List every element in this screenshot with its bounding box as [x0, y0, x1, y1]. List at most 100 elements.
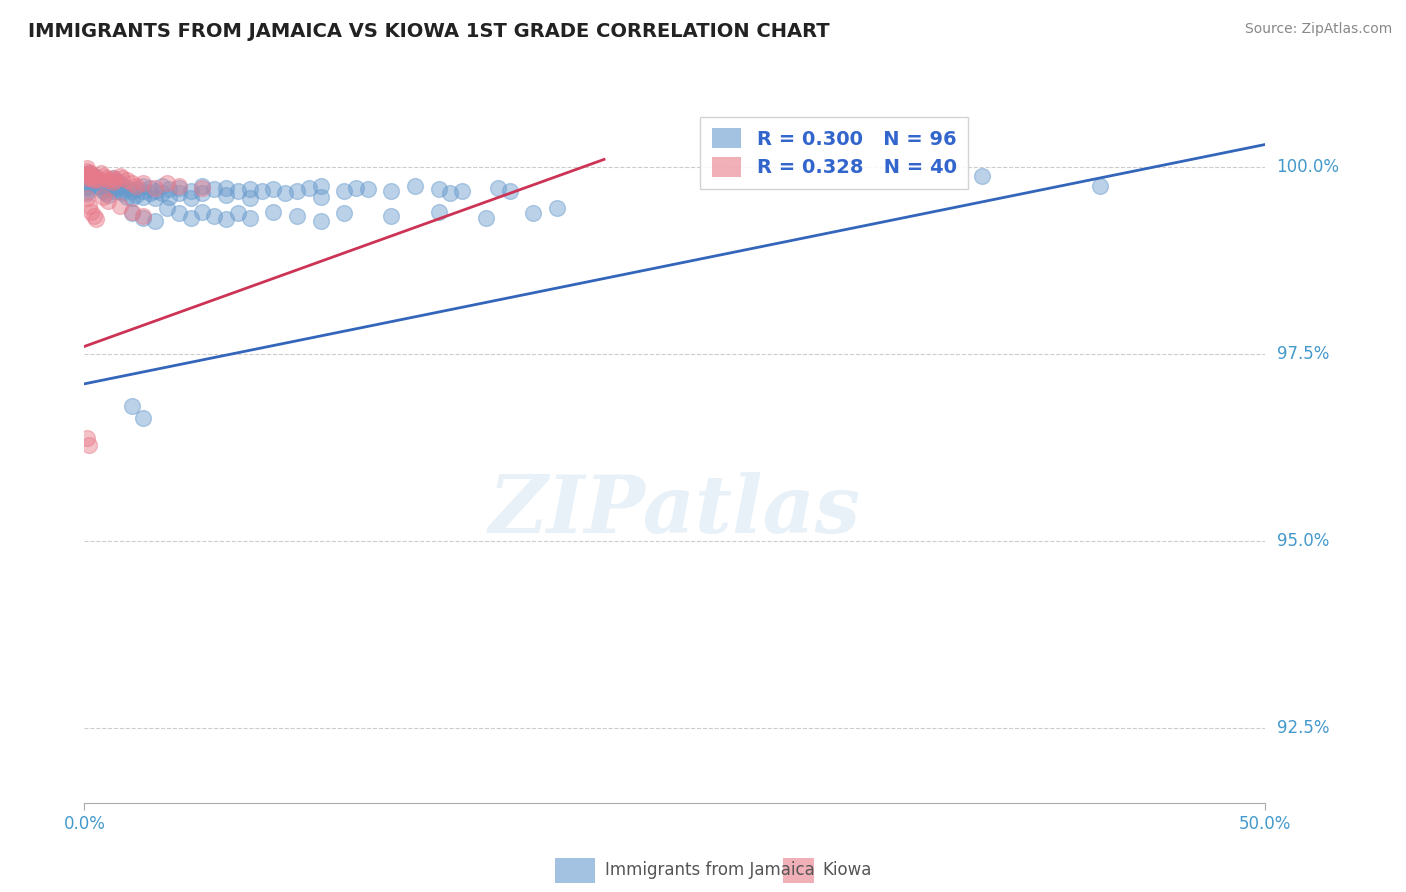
Point [84, 177, 107, 191]
Point [970, 169, 993, 183]
Point [125, 188, 148, 202]
Point [143, 181, 166, 195]
Point [87, 173, 110, 187]
Point [76, 184, 98, 198]
Point [87, 178, 110, 193]
Point [215, 212, 238, 227]
Point [132, 178, 155, 193]
Point [125, 182, 148, 196]
Point [76, 171, 98, 186]
Point [76, 167, 98, 181]
Point [139, 186, 162, 200]
Point [76, 161, 98, 176]
Point [101, 171, 124, 186]
Point [97, 194, 120, 208]
Point [107, 175, 129, 189]
Point [83, 173, 105, 187]
Point [180, 211, 202, 225]
Point [150, 178, 173, 193]
Point [80, 175, 103, 189]
Point [104, 178, 127, 193]
Point [76, 173, 98, 187]
Point [262, 182, 284, 196]
Point [344, 181, 367, 195]
Point [285, 184, 308, 198]
Point [427, 204, 450, 219]
Point [239, 182, 262, 196]
Point [91, 177, 114, 191]
Point [77, 169, 100, 183]
Point [80, 171, 103, 186]
Point [111, 186, 134, 200]
Point [451, 184, 474, 198]
Point [121, 204, 143, 219]
Point [90, 175, 112, 189]
Point [108, 169, 131, 183]
Point [262, 204, 284, 219]
Point [77, 175, 100, 189]
Point [76, 191, 98, 205]
Point [125, 178, 148, 193]
Point [115, 190, 138, 204]
Point [121, 191, 143, 205]
Point [80, 204, 103, 219]
Point [167, 206, 190, 220]
Point [132, 211, 155, 225]
Point [132, 177, 155, 191]
Point [115, 181, 138, 195]
Text: 100.0%: 100.0% [1277, 158, 1340, 176]
Text: 95.0%: 95.0% [1277, 532, 1329, 550]
Point [97, 173, 120, 187]
Point [202, 209, 225, 223]
Point [83, 173, 105, 187]
Point [101, 181, 124, 195]
Point [139, 181, 162, 195]
Point [84, 212, 107, 227]
Point [115, 173, 138, 187]
Point [87, 173, 110, 187]
Text: Immigrants from Jamaica: Immigrants from Jamaica [605, 861, 814, 879]
Point [101, 175, 124, 189]
Point [111, 178, 134, 193]
Point [274, 186, 297, 200]
Point [104, 184, 127, 198]
Point [80, 167, 103, 181]
Point [191, 204, 214, 219]
Point [380, 209, 402, 223]
Legend: R = 0.300   N = 96, R = 0.328   N = 40: R = 0.300 N = 96, R = 0.328 N = 40 [700, 117, 969, 189]
Point [97, 188, 120, 202]
Text: Source: ZipAtlas.com: Source: ZipAtlas.com [1244, 22, 1392, 37]
Point [486, 181, 509, 195]
Point [77, 169, 100, 183]
Point [132, 184, 155, 198]
Point [167, 186, 190, 200]
Point [191, 178, 214, 193]
Point [226, 206, 249, 220]
Point [427, 182, 450, 196]
Point [80, 171, 103, 186]
Point [333, 184, 356, 198]
Point [83, 209, 105, 223]
Point [76, 177, 98, 191]
Text: Kiowa: Kiowa [823, 861, 872, 879]
Point [77, 166, 100, 180]
Text: IMMIGRANTS FROM JAMAICA VS KIOWA 1ST GRADE CORRELATION CHART: IMMIGRANTS FROM JAMAICA VS KIOWA 1ST GRA… [28, 22, 830, 41]
Point [309, 213, 332, 227]
Point [309, 190, 332, 204]
Point [90, 166, 112, 180]
Point [108, 199, 131, 213]
Point [77, 166, 100, 180]
Point [156, 177, 179, 191]
Point [80, 167, 103, 181]
Text: ZIPatlas: ZIPatlas [489, 472, 860, 549]
Point [157, 190, 180, 204]
Point [121, 177, 143, 191]
Point [121, 206, 143, 220]
Point [143, 213, 166, 227]
Point [91, 184, 114, 198]
Point [84, 171, 107, 186]
Point [83, 169, 105, 183]
Point [167, 181, 190, 195]
Point [84, 171, 107, 186]
Point [101, 177, 124, 191]
